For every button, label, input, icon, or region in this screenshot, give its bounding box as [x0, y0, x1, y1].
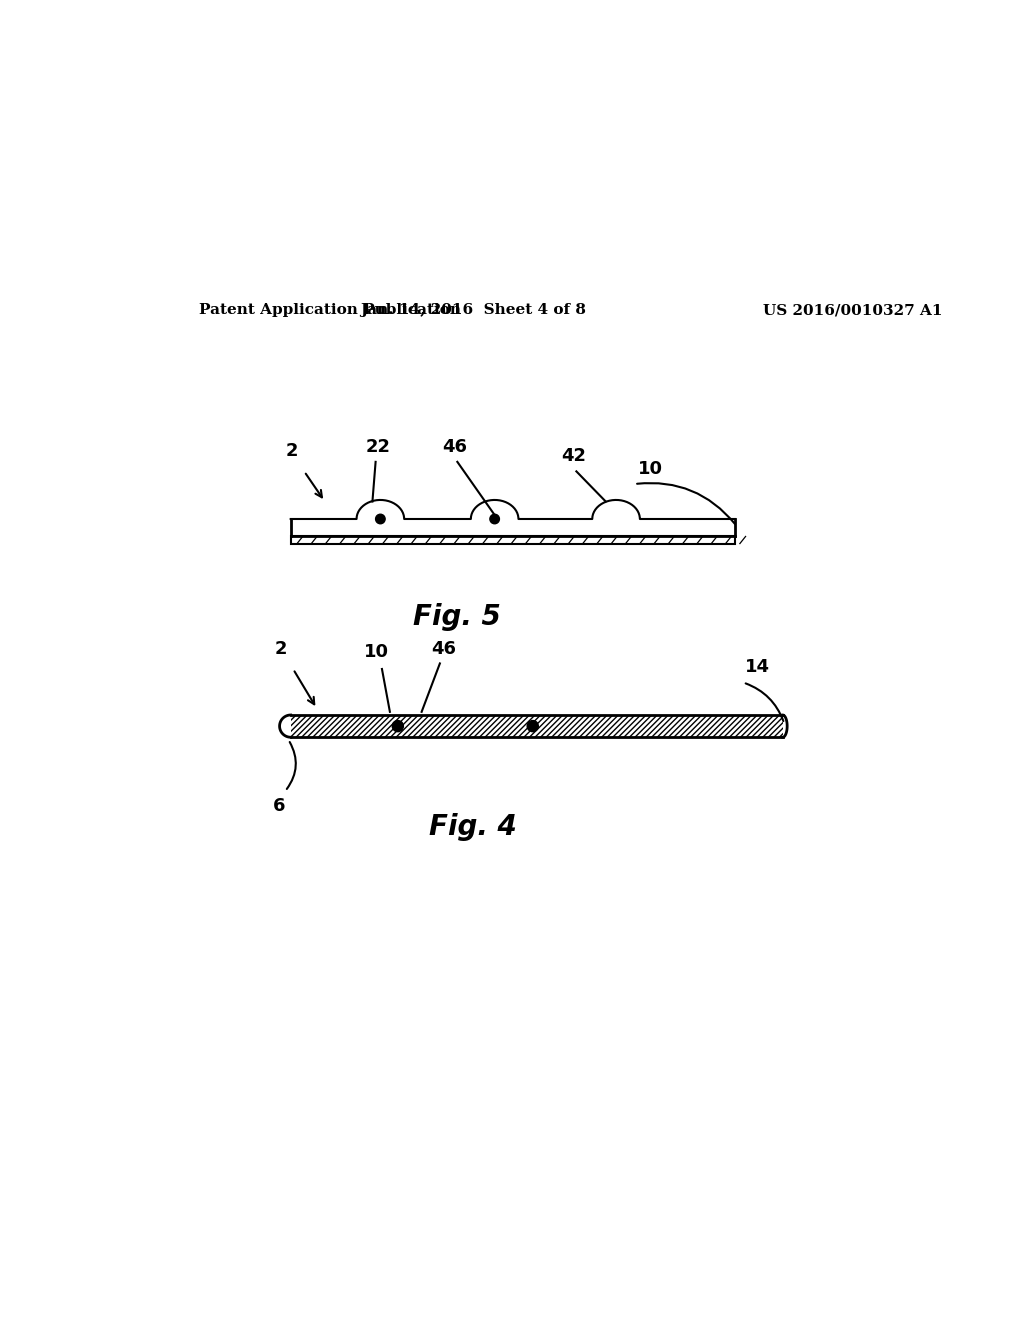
Text: US 2016/0010327 A1: US 2016/0010327 A1	[763, 304, 942, 317]
Text: 46: 46	[431, 640, 457, 657]
Circle shape	[489, 515, 500, 524]
Text: Jan. 14, 2016  Sheet 4 of 8: Jan. 14, 2016 Sheet 4 of 8	[360, 304, 586, 317]
Bar	[291, 536, 735, 544]
Text: 10: 10	[364, 643, 389, 661]
Text: Patent Application Publication: Patent Application Publication	[200, 304, 462, 317]
Text: 2: 2	[274, 640, 288, 657]
Circle shape	[392, 721, 403, 731]
Circle shape	[527, 721, 539, 731]
Circle shape	[376, 515, 385, 524]
Text: 2: 2	[286, 442, 299, 461]
Text: 42: 42	[561, 447, 587, 465]
Text: 6: 6	[272, 797, 285, 814]
Text: 22: 22	[366, 437, 390, 455]
Text: Fig. 5: Fig. 5	[414, 603, 501, 631]
Text: 46: 46	[442, 437, 468, 455]
Text: 10: 10	[638, 459, 663, 478]
Text: Fig. 4: Fig. 4	[429, 813, 517, 841]
Bar	[291, 715, 782, 738]
Text: 14: 14	[745, 659, 770, 676]
